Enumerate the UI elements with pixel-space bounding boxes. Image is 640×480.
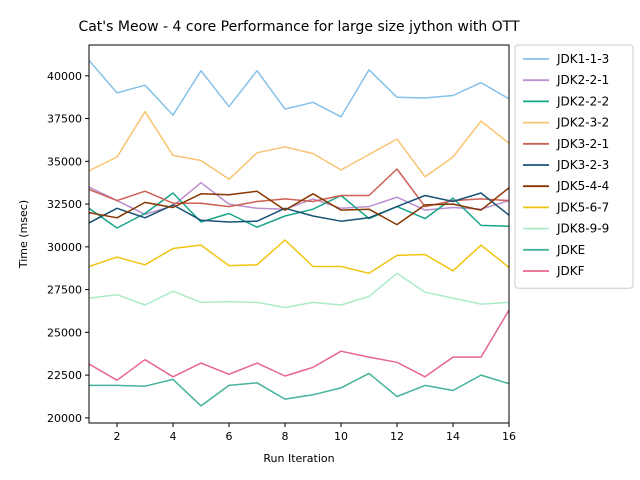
- legend-label: JDK3-2-3: [556, 158, 609, 172]
- y-tick-label: 27500: [47, 284, 82, 297]
- y-tick-label: 30000: [47, 241, 82, 254]
- series-line-jdk3-2-1: [89, 168, 509, 208]
- y-axis-label: Time (msec): [17, 200, 30, 269]
- legend-label: JDK3-2-1: [556, 137, 609, 151]
- x-tick-label: 12: [390, 430, 404, 443]
- legend-label: JDK1-1-3: [556, 52, 609, 66]
- series-line-jdk2-3-2: [89, 110, 509, 181]
- y-tick-label: 25000: [47, 326, 82, 339]
- x-tick-label: 8: [282, 430, 289, 443]
- series-line-jdk5-4-4: [89, 187, 509, 226]
- legend-label: JDK2-2-2: [556, 94, 609, 108]
- y-tick-label: 20000: [47, 412, 82, 425]
- legend-label: JDK5-4-4: [556, 179, 609, 193]
- y-tick-label: 40000: [47, 70, 82, 83]
- legend-label: JDK8-9-9: [556, 222, 609, 236]
- legend-label: JDKE: [556, 243, 585, 257]
- chart-title: Cat's Meow - 4 core Performance for larg…: [78, 19, 520, 35]
- x-tick-label: 2: [114, 430, 121, 443]
- legend-label: JDKF: [556, 264, 585, 278]
- y-tick-label: 37500: [47, 113, 82, 126]
- x-tick-label: 4: [170, 430, 177, 443]
- x-tick-label: 10: [334, 430, 348, 443]
- series-line-jdkf: [89, 309, 509, 381]
- series-line-jdk2-2-2: [89, 192, 509, 229]
- series-line-jdke: [89, 372, 509, 407]
- series-layer: [89, 59, 509, 407]
- legend-box: [514, 44, 634, 289]
- series-line-jdk2-2-1: [89, 181, 509, 216]
- y-tick-label: 32500: [47, 198, 82, 211]
- y-tick-label: 35000: [47, 155, 82, 168]
- x-axis: 2 4 6 8 10 12 14 16: [114, 423, 516, 443]
- series-line-jdk1-1-3: [89, 59, 509, 118]
- x-tick-label: 16: [502, 430, 516, 443]
- legend: JDK1-1-3 JDK2-2-1 JDK2-2-2 JDK2-3-2 JDK3-2-1…: [514, 44, 634, 289]
- x-axis-label: Run Iteration: [263, 452, 334, 465]
- x-tick-label: 6: [226, 430, 233, 443]
- series-line-jdk3-2-3: [89, 192, 509, 224]
- y-tick-label: 22500: [47, 369, 82, 382]
- legend-label: JDK5-6-7: [556, 200, 609, 214]
- y-axis: 20000 22500 25000 27500 30000 32500 35000 37500…: [47, 70, 89, 425]
- series-line-jdk5-6-7: [89, 239, 509, 275]
- legend-label: JDK2-2-1: [556, 73, 609, 87]
- x-tick-label: 14: [446, 430, 460, 443]
- series-line-jdk8-9-9: [89, 272, 509, 309]
- legend-label: JDK2-3-2: [556, 116, 609, 130]
- plot-frame: [88, 44, 510, 424]
